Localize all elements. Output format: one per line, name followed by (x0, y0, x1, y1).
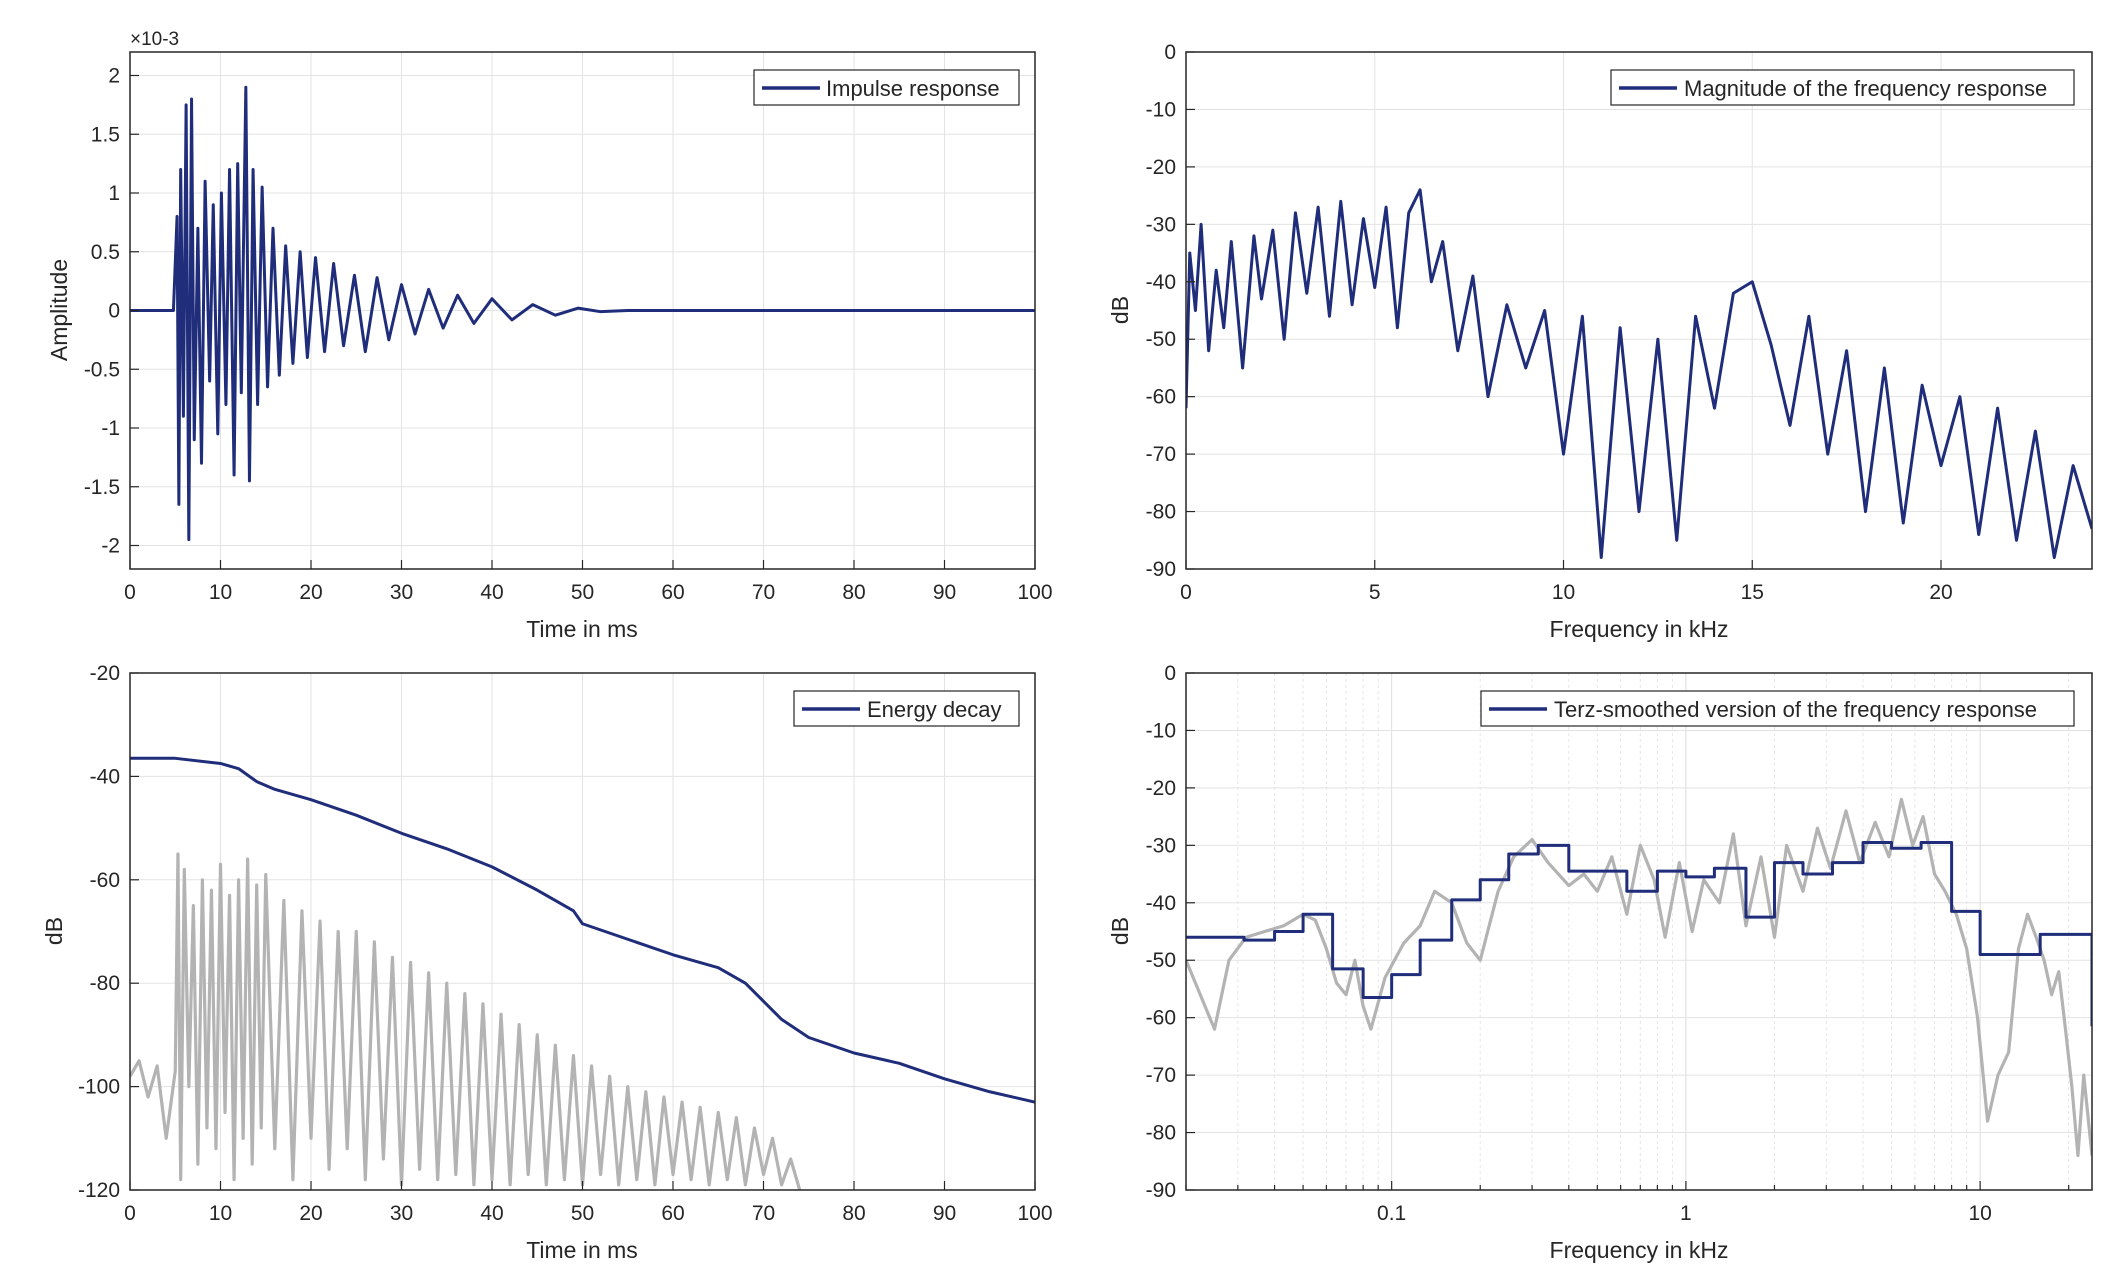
x-tick-label: 10 (1552, 581, 1575, 604)
y-tick-label: -20 (1146, 156, 1176, 179)
y-tick-label: -50 (1146, 949, 1176, 972)
x-tick-label: 20 (299, 1202, 322, 1225)
energy-series-line (130, 756, 1035, 1104)
y-tick-label: -1.5 (84, 476, 120, 499)
y-tick-label: -40 (1146, 892, 1176, 915)
magnitude-frequency-response-chart: 0 5 10 15 20 0 -10 -20 -30 -40 -50 -60 -70 -80 -90 Fr… (1107, 41, 2093, 642)
x-tick-label: 40 (480, 581, 503, 604)
x-tick-label: 1 (1680, 1202, 1692, 1225)
impulse-x-axis-label: Time in ms (526, 616, 638, 642)
x-tick-label: 60 (661, 581, 684, 604)
impulse-y-axis-label: Amplitude (46, 259, 72, 361)
x-tick-label: 10 (209, 1202, 232, 1225)
x-tick-label: 10 (1968, 1202, 1991, 1225)
x-tick-label: 20 (1929, 581, 1952, 604)
x-tick-label: 100 (1017, 581, 1052, 604)
magnitude-series-line (1186, 188, 2092, 560)
energy-legend: Energy decay (793, 690, 1020, 727)
terz-y-axis-label: dB (1107, 917, 1133, 945)
y-tick-label: -70 (1146, 443, 1176, 466)
terz-x-axis-label: Frequency in kHz (1550, 1237, 1729, 1263)
y-tick-label: 0 (1164, 41, 1176, 64)
y-tick-label: -40 (90, 765, 120, 788)
y-tick-label: -70 (1146, 1064, 1176, 1087)
x-tick-label: 10 (209, 581, 232, 604)
x-tick-label: 100 (1017, 1202, 1052, 1225)
magnitude-x-axis-label: Frequency in kHz (1550, 616, 1729, 642)
y-tick-label: -80 (90, 972, 120, 995)
x-tick-label: 80 (842, 581, 865, 604)
magnitude-legend: Magnitude of the frequency response (1610, 69, 2075, 106)
impulse-series-line (130, 85, 1035, 542)
impulse-legend-label: Impulse response (826, 76, 1000, 101)
energy-legend-label: Energy decay (867, 697, 1002, 722)
y-tick-label: -2 (101, 535, 120, 558)
y-tick-label: -10 (1146, 719, 1176, 742)
impulse-exponent-label: ×10-3 (130, 29, 179, 50)
x-tick-label: 5 (1369, 581, 1381, 604)
x-tick-label: 90 (933, 1202, 956, 1225)
y-tick-label: -1 (101, 417, 120, 440)
x-tick-label: 0.1 (1377, 1202, 1406, 1225)
x-tick-label: 0 (124, 581, 136, 604)
y-tick-label: -80 (1146, 501, 1176, 524)
x-tick-label: 0 (124, 1202, 136, 1225)
x-tick-label: 30 (390, 1202, 413, 1225)
x-tick-label: 50 (571, 1202, 594, 1225)
y-tick-label: 0 (1164, 662, 1176, 685)
x-tick-label: 20 (299, 581, 322, 604)
y-tick-label: -10 (1146, 98, 1176, 121)
energy-reference-trace (130, 852, 802, 1190)
x-tick-label: 15 (1741, 581, 1764, 604)
x-tick-label: 80 (842, 1202, 865, 1225)
y-tick-label: -90 (1146, 1179, 1176, 1202)
y-tick-label: 1 (108, 182, 120, 205)
y-tick-label: -120 (78, 1179, 120, 1202)
y-tick-label: -60 (1146, 386, 1176, 409)
x-tick-label: 50 (571, 581, 594, 604)
impulse-response-chart: 0 10 20 30 40 50 60 70 80 90 100 2 1.5 1 0.5 0 -0.5 -1 -1… (46, 29, 1053, 642)
x-tick-label: 90 (933, 581, 956, 604)
y-tick-label: -60 (1146, 1007, 1176, 1030)
y-tick-label: -0.5 (84, 358, 120, 381)
y-tick-label: 0.5 (91, 241, 120, 264)
y-tick-label: -40 (1146, 271, 1176, 294)
y-tick-label: -90 (1146, 558, 1176, 581)
y-tick-label: 1.5 (91, 123, 120, 146)
y-tick-label: -30 (1146, 213, 1176, 236)
terz-smoothed-frequency-response-chart: 0.1 1 10 0 -10 -20 -30 -40 -50 -60 -70 -80 -90 Freq… (1107, 662, 2093, 1263)
y-tick-label: -100 (78, 1076, 120, 1099)
energy-decay-chart: 0 10 20 30 40 50 60 70 80 90 100 -20 -40 -60 -80 -100 -… (41, 662, 1053, 1263)
energy-x-axis-label: Time in ms (526, 1237, 638, 1263)
terz-reference-trace (1186, 797, 2092, 1158)
y-tick-label: -20 (1146, 777, 1176, 800)
y-tick-label: -20 (90, 662, 120, 685)
terz-series-line (1186, 840, 2092, 1027)
y-tick-label: 2 (108, 65, 120, 88)
impulse-legend: Impulse response (753, 69, 1020, 106)
x-tick-label: 70 (752, 1202, 775, 1225)
x-tick-label: 40 (480, 1202, 503, 1225)
terz-legend-label: Terz-smoothed version of the frequency r… (1554, 697, 2037, 722)
y-tick-label: 0 (108, 300, 120, 323)
x-tick-label: 70 (752, 581, 775, 604)
magnitude-legend-label: Magnitude of the frequency response (1684, 76, 2047, 101)
x-tick-label: 60 (661, 1202, 684, 1225)
terz-legend: Terz-smoothed version of the frequency r… (1480, 690, 2075, 727)
magnitude-y-axis-label: dB (1107, 296, 1133, 324)
energy-y-axis-label: dB (41, 917, 67, 945)
y-tick-label: -50 (1146, 328, 1176, 351)
y-tick-label: -60 (90, 869, 120, 892)
y-tick-label: -80 (1146, 1122, 1176, 1145)
y-tick-label: -30 (1146, 834, 1176, 857)
x-tick-label: 0 (1180, 581, 1192, 604)
x-tick-label: 30 (390, 581, 413, 604)
